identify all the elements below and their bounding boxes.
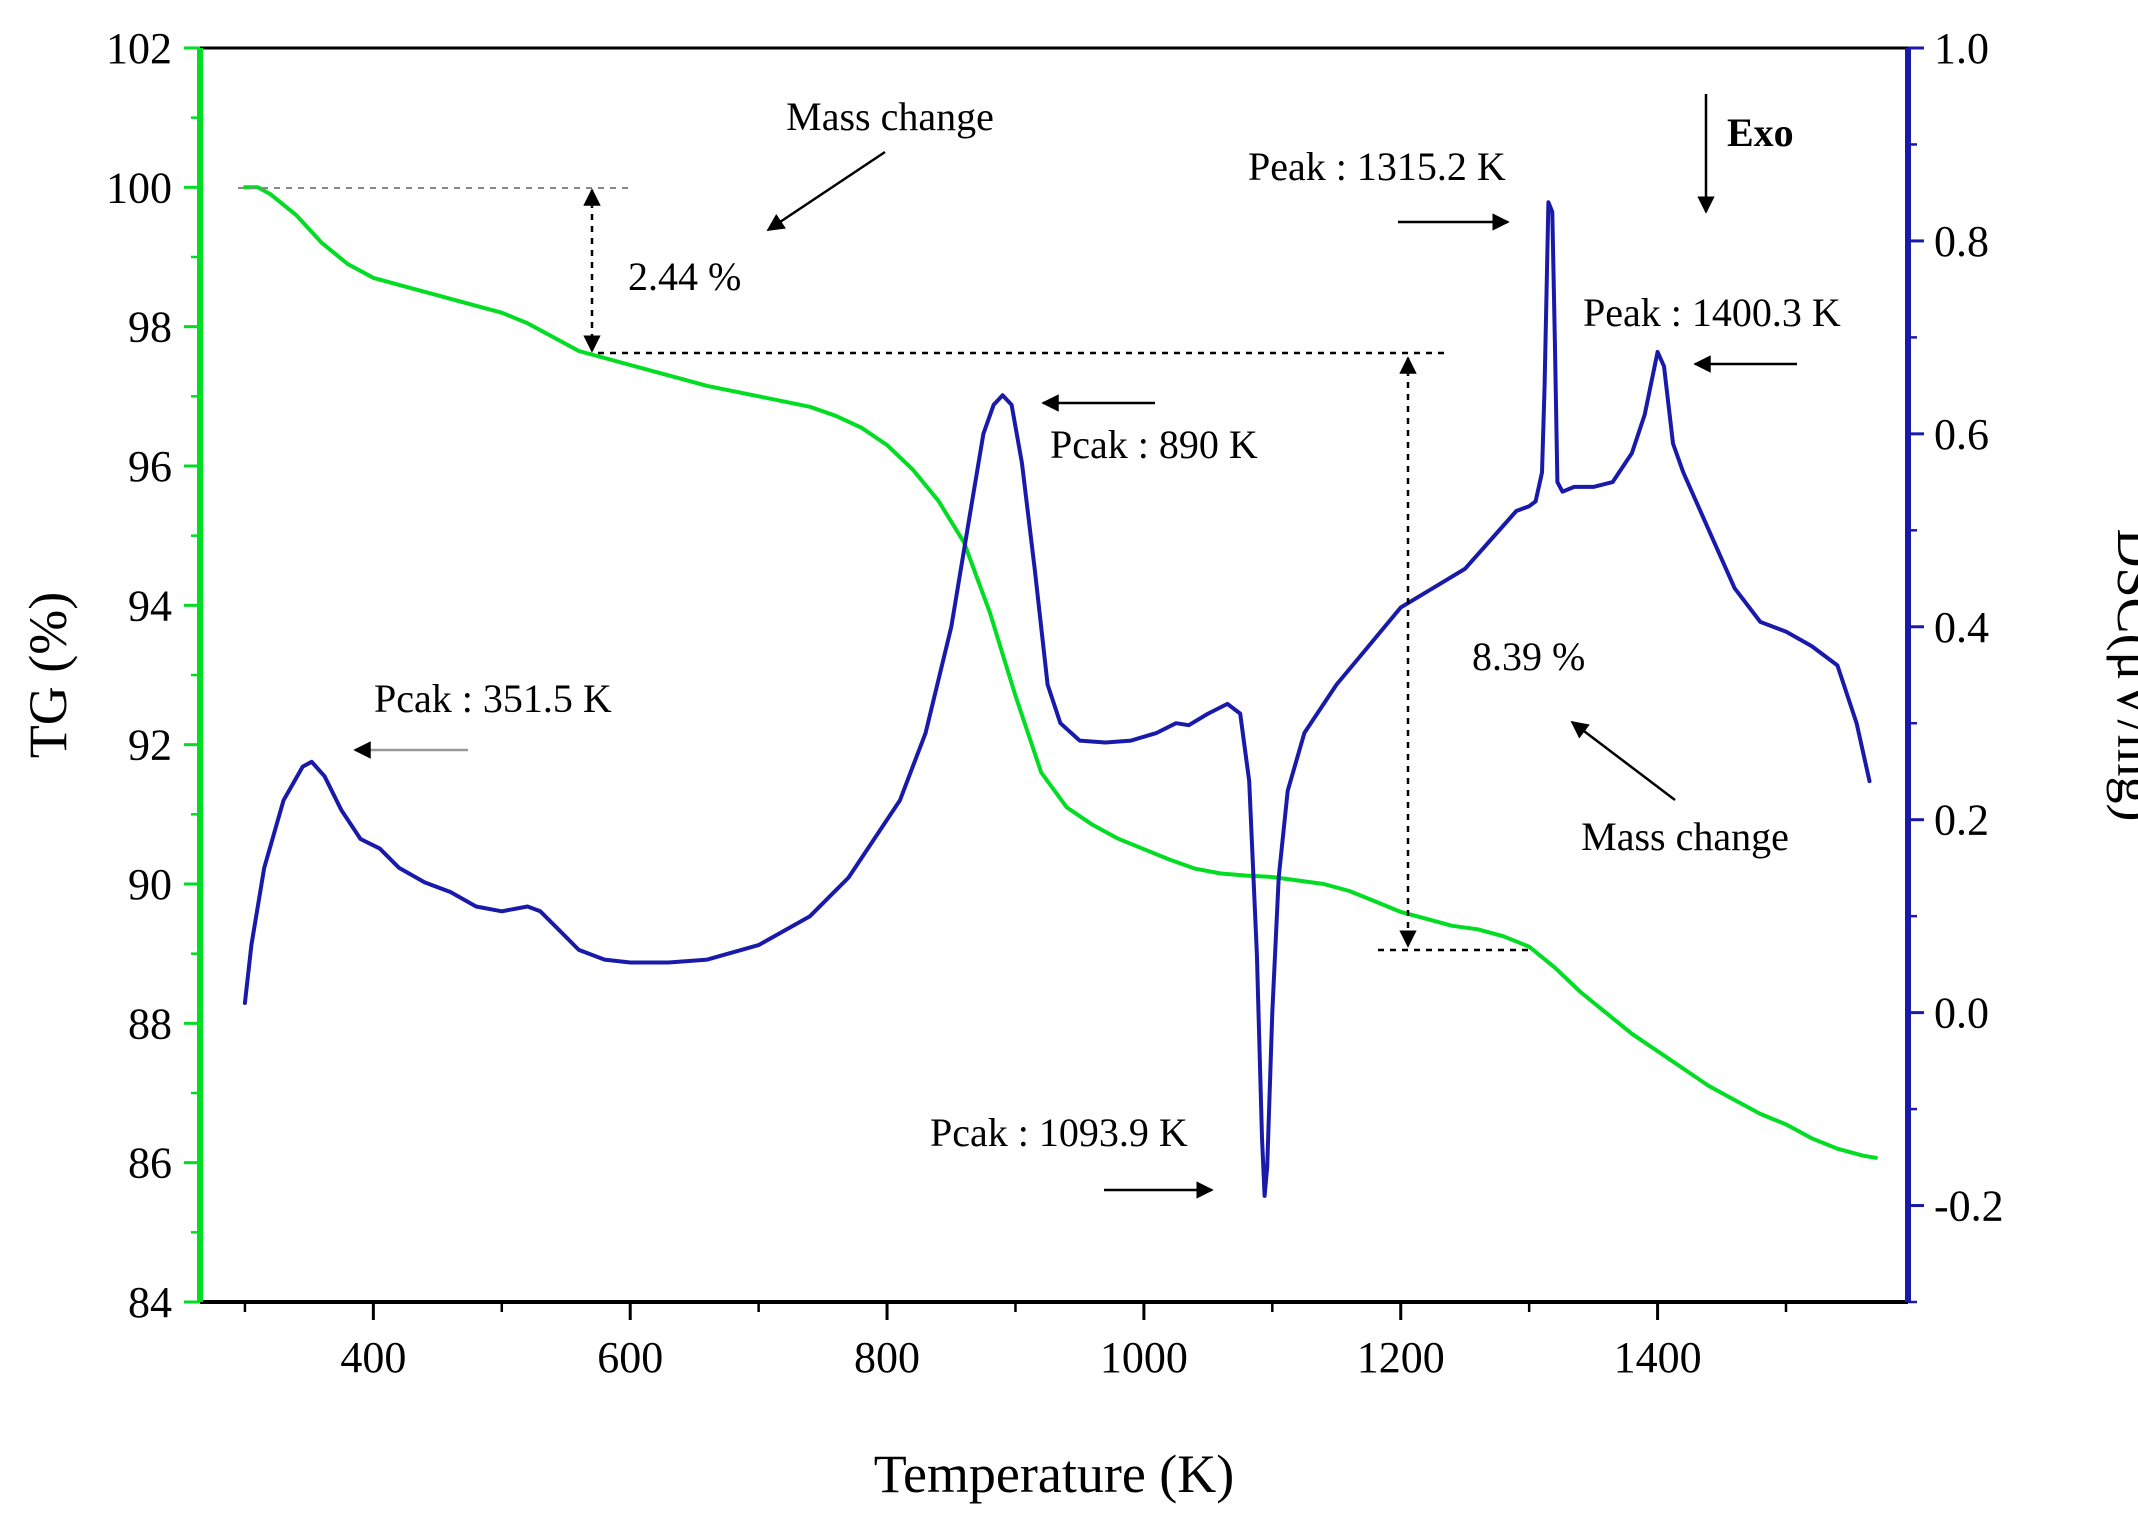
- tg-series-line: [242, 185, 1878, 1160]
- y-right-tick-label-0.8: 0.8: [1934, 217, 1989, 266]
- y-left-tick-label-90: 90: [128, 860, 172, 909]
- mass-change-bottom-pointer: [1570, 720, 1676, 801]
- y-right-tick-label-0: 0.0: [1934, 989, 1989, 1038]
- peak-351-label: Pcak : 351.5 K: [374, 676, 612, 721]
- y-left-tick-label-92: 92: [128, 721, 172, 770]
- peak-890-label: Pcak : 890 K: [1050, 422, 1258, 467]
- y-right-tick-label-1: 1.0: [1934, 24, 1989, 73]
- y-left-tick-label-88: 88: [128, 999, 172, 1048]
- y-left-tick-label-102: 102: [106, 24, 172, 73]
- peak-1093-label: Pcak : 1093.9 K: [930, 1110, 1188, 1155]
- exo-label: Exo: [1727, 110, 1794, 155]
- y-left-tick-label-98: 98: [128, 303, 172, 352]
- percent-8-39-label: 8.39 %: [1472, 634, 1585, 679]
- y-right-tick-label-0.6: 0.6: [1934, 410, 1989, 459]
- percent-2-44-label: 2.44 %: [628, 254, 741, 299]
- x-tick-label-800: 800: [854, 1333, 920, 1382]
- mass-change-top-label: Mass change: [786, 94, 994, 139]
- x-tick-label-400: 400: [340, 1333, 406, 1382]
- dsc-series-line: [242, 200, 1872, 1198]
- y-left-tick-label-84: 84: [128, 1278, 172, 1327]
- right-y-axis-title: DSC(μV/mg): [2106, 529, 2138, 822]
- y-left-tick-label-96: 96: [128, 442, 172, 491]
- y-right-tick-label-0.2: 0.2: [1934, 796, 1989, 845]
- y-left-tick-label-100: 100: [106, 163, 172, 212]
- mass-change-top-pointer: [766, 150, 886, 232]
- left-y-axis-title: TG (%): [18, 592, 78, 758]
- x-tick-label-1200: 1200: [1357, 1333, 1445, 1382]
- x-tick-label-1000: 1000: [1100, 1333, 1188, 1382]
- peak-1400-label: Peak : 1400.3 K: [1583, 290, 1841, 335]
- peak-1315-label: Peak : 1315.2 K: [1248, 144, 1506, 189]
- x-tick-label-600: 600: [597, 1333, 663, 1382]
- mass-change-bottom-label: Mass change: [1581, 814, 1789, 859]
- y-right-tick-label--0.2: -0.2: [1934, 1182, 2004, 1231]
- x-tick-label-1400: 1400: [1614, 1333, 1702, 1382]
- y-left-tick-label-86: 86: [128, 1139, 172, 1188]
- y-right-tick-label-0.4: 0.4: [1934, 603, 1989, 652]
- x-axis-title: Temperature (K): [874, 1444, 1235, 1504]
- y-left-tick-label-94: 94: [128, 581, 172, 630]
